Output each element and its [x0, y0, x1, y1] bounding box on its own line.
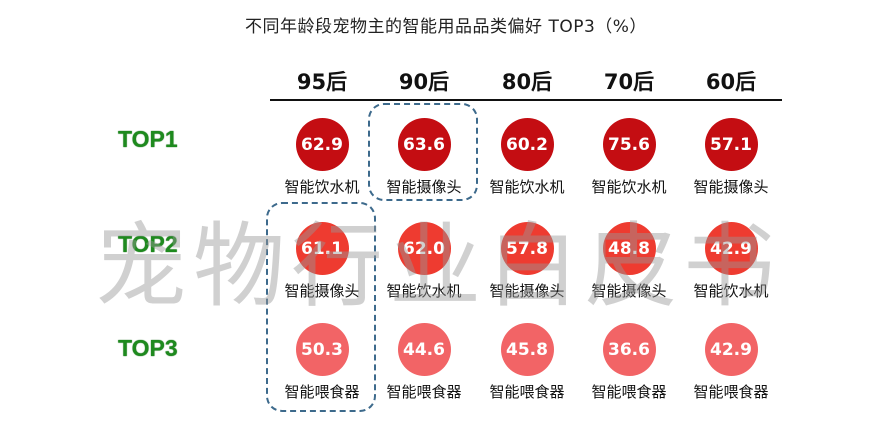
item-label: 智能摄像头 [591, 282, 667, 300]
value-circle: 57.8 [500, 222, 554, 275]
cell-top1-95: 62.9 智能饮水机 [271, 118, 373, 197]
cell-top3-95: 50.3 智能喂食器 [271, 323, 373, 402]
column-header-80: 80后 [501, 70, 553, 94]
cell-top3-90: 44.6 智能喂食器 [373, 323, 475, 402]
item-label: 智能喂食器 [693, 383, 769, 401]
cell-top1-60: 57.1 智能摄像头 [680, 118, 782, 197]
value-circle: 61.1 [295, 222, 349, 275]
highlight-box-90-top1 [368, 103, 478, 201]
value-circle: 36.6 [602, 323, 656, 376]
item-label: 智能喂食器 [489, 383, 565, 401]
value-circle: 62.9 [295, 118, 349, 171]
cell-top3-70: 36.6 智能喂食器 [578, 323, 680, 402]
item-label: 智能喂食器 [591, 383, 667, 401]
item-label: 智能摄像头 [489, 282, 565, 300]
item-label: 智能摄像头 [693, 178, 769, 196]
column-header-90: 90后 [398, 70, 450, 94]
column-header-60: 60后 [705, 70, 757, 94]
value-circle: 45.8 [500, 323, 554, 376]
value-circle: 75.6 [602, 118, 656, 171]
cell-top1-80: 60.2 智能饮水机 [476, 118, 578, 197]
cell-top2-80: 57.8 智能摄像头 [476, 222, 578, 301]
cell-top2-70: 48.8 智能摄像头 [578, 222, 680, 301]
cell-top1-90: 63.6 智能摄像头 [373, 118, 475, 197]
item-label: 智能喂食器 [386, 383, 462, 401]
cell-top2-95: 61.1 智能摄像头 [271, 222, 373, 301]
column-header-95: 95后 [296, 70, 348, 94]
item-label: 智能摄像头 [386, 178, 462, 196]
chart-title: 不同年龄段宠物主的智能用品品类偏好 TOP3（%） [245, 17, 647, 37]
value-circle: 57.1 [704, 118, 758, 171]
row-label-top3: TOP3 [118, 335, 178, 361]
item-label: 智能饮水机 [591, 178, 667, 196]
item-label: 智能饮水机 [693, 282, 769, 300]
row-label-top2: TOP2 [118, 231, 178, 257]
column-header-70: 70后 [603, 70, 655, 94]
row-label-top1: TOP1 [118, 126, 178, 152]
value-circle: 42.9 [704, 222, 758, 275]
item-label: 智能饮水机 [489, 178, 565, 196]
highlight-box-95-top2-top3 [266, 202, 376, 412]
value-circle: 62.0 [397, 222, 451, 275]
cell-top1-70: 75.6 智能饮水机 [578, 118, 680, 197]
cell-top2-90: 62.0 智能饮水机 [373, 222, 475, 301]
value-circle: 60.2 [500, 118, 554, 171]
item-label: 智能饮水机 [284, 178, 360, 196]
value-circle: 48.8 [602, 222, 656, 275]
header-divider [270, 99, 782, 101]
value-circle: 50.3 [295, 323, 349, 376]
cell-top3-60: 42.9 智能喂食器 [680, 323, 782, 402]
value-circle: 63.6 [397, 118, 451, 171]
item-label: 智能饮水机 [386, 282, 462, 300]
value-circle: 42.9 [704, 323, 758, 376]
cell-top3-80: 45.8 智能喂食器 [476, 323, 578, 402]
item-label: 智能喂食器 [284, 383, 360, 401]
value-circle: 44.6 [397, 323, 451, 376]
cell-top2-60: 42.9 智能饮水机 [680, 222, 782, 301]
item-label: 智能摄像头 [284, 282, 360, 300]
